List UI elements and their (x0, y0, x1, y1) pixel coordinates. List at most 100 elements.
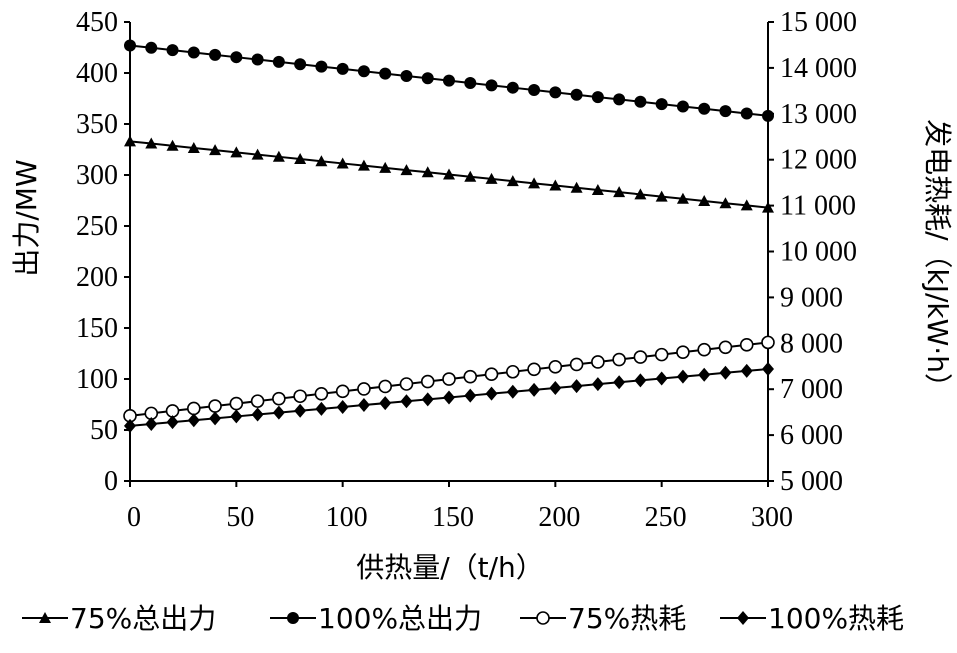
y-right-tick-label: 12 000 (780, 145, 857, 176)
data-point (145, 137, 158, 149)
data-point (294, 403, 307, 418)
data-point (676, 369, 689, 384)
y-right-tick-label: 6 000 (780, 420, 843, 451)
data-point (229, 396, 244, 411)
data-point (549, 179, 562, 191)
x-tick-label: 300 (751, 502, 793, 533)
y-left-tick-label: 50 (90, 415, 118, 446)
y-left-tick-label: 250 (76, 211, 118, 242)
data-point (506, 81, 519, 94)
data-point (336, 62, 349, 75)
data-point (379, 161, 392, 173)
data-point (209, 411, 222, 426)
data-point (145, 417, 158, 432)
y-right-tick-label: 5 000 (780, 466, 843, 497)
y-left-tick-label: 200 (76, 262, 118, 293)
data-point (762, 109, 774, 122)
data-point (443, 390, 455, 405)
plot-area (123, 39, 775, 433)
data-point (697, 342, 712, 357)
data-point (463, 369, 478, 384)
data-point (761, 335, 775, 350)
data-point (336, 399, 349, 414)
y-right-tick-label: 10 000 (780, 237, 857, 268)
y-right-tick-label: 11 000 (780, 191, 856, 222)
data-point (484, 367, 499, 382)
y-right-axis-title: 发电热耗/（kJ/kW·h） (921, 119, 954, 401)
data-point (124, 135, 136, 147)
y-left-tick-label: 350 (76, 109, 118, 140)
y-left-tick-label: 450 (76, 7, 118, 38)
legend-label: 75%总出力 (70, 602, 216, 635)
data-point (719, 105, 732, 118)
data-point (272, 405, 285, 420)
data-point (506, 175, 519, 187)
data-point (719, 197, 732, 209)
x-axis-title: 供热量/（t/h） (356, 551, 544, 584)
data-point (378, 379, 393, 394)
data-point (719, 365, 732, 380)
data-point (762, 201, 774, 213)
data-point (230, 409, 243, 424)
data-point (272, 55, 285, 68)
legend-marker (737, 611, 749, 625)
data-point (655, 371, 668, 386)
data-point (314, 386, 329, 401)
data-point (357, 65, 370, 78)
data-point (357, 398, 370, 413)
series-3 (123, 335, 775, 423)
tick-labels: 0 50 100 150 200 250 300 350 400 450 5 000 6 000 7 0… (76, 7, 857, 533)
data-point (443, 74, 455, 87)
data-point (528, 177, 541, 189)
data-point (655, 190, 668, 202)
data-point (379, 67, 392, 80)
data-point (613, 93, 626, 106)
data-point (187, 401, 201, 416)
x-tick-label: 150 (432, 502, 474, 533)
x-tick-label: 250 (645, 502, 687, 533)
data-point (421, 72, 434, 85)
y-left-axis-title: 出力/MW (10, 159, 43, 276)
data-point (166, 415, 179, 430)
legend: 75%总出力 100%总出力 75%热耗 100%热耗 (22, 602, 904, 635)
data-point (698, 102, 711, 115)
data-point (740, 363, 753, 378)
data-point (209, 48, 222, 61)
data-point (400, 394, 413, 409)
data-point (485, 386, 498, 401)
data-point (633, 350, 648, 364)
data-point (676, 100, 689, 113)
data-point (740, 199, 753, 211)
data-point (357, 382, 371, 396)
x-tick-label: 50 (226, 502, 254, 533)
y-right-tick-label: 13 000 (780, 99, 857, 130)
data-point (655, 98, 668, 111)
y-right-tick-label: 8 000 (780, 328, 843, 359)
data-point (698, 195, 711, 207)
data-point (464, 76, 477, 89)
data-point (335, 384, 350, 399)
x-tick-label: 0 (127, 502, 141, 533)
data-point (400, 164, 413, 176)
x-tick-label: 100 (326, 502, 368, 533)
y-left-tick-label: 100 (76, 364, 118, 395)
y-right-tick-label: 15 000 (780, 7, 857, 38)
data-point (739, 338, 754, 352)
data-point (124, 39, 136, 52)
data-point (528, 84, 541, 97)
data-point (485, 79, 498, 92)
data-point (613, 186, 626, 198)
data-point (230, 51, 243, 64)
data-point (357, 159, 370, 171)
legend-marker (39, 612, 51, 623)
data-point (272, 150, 285, 162)
data-point (464, 170, 477, 182)
data-point (762, 362, 774, 377)
data-point (315, 155, 328, 167)
axes (124, 21, 774, 487)
data-point (591, 355, 605, 369)
y-left-tick-label: 0 (104, 466, 118, 497)
y-right-tick-label: 7 000 (780, 374, 843, 405)
data-point (570, 88, 583, 101)
data-point (187, 46, 200, 59)
